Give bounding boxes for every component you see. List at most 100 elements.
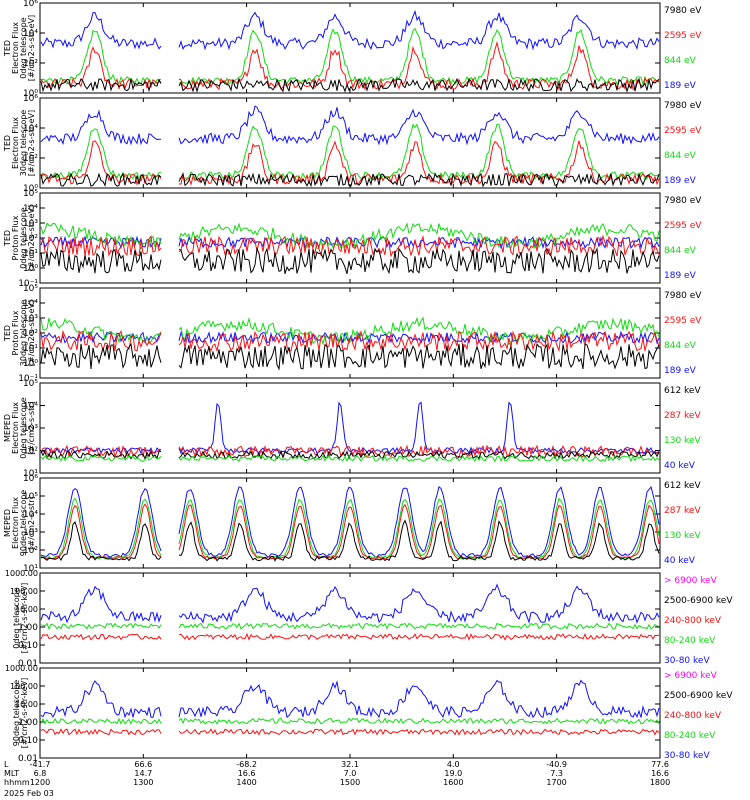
- legend-entry: 80-240 keV: [664, 636, 716, 646]
- y-tick-label: 10³: [23, 219, 38, 229]
- legend-entry: 189 eV: [664, 176, 697, 186]
- series-trace: [40, 401, 660, 455]
- y-tick-label: 1.00: [18, 718, 38, 728]
- legend-entry: 2595 eV: [664, 126, 702, 136]
- legend-entry: 287 keV: [664, 506, 701, 516]
- x-tick-label: 1400: [236, 778, 256, 787]
- legend-entry: 130 keV: [664, 531, 701, 541]
- legend-entry: 189 eV: [664, 81, 697, 91]
- x-tick-label: 7.0: [344, 769, 357, 778]
- y-tick-label: 0.10: [18, 641, 38, 651]
- y-tick-label: 10¹: [23, 564, 38, 574]
- y-tick-label: 10²: [23, 154, 38, 164]
- y-tick-label: 10²: [23, 234, 38, 244]
- y-tick-label: 10⁻¹: [18, 374, 38, 384]
- y-tick-label: 0.01: [18, 754, 38, 764]
- panel-frame: [39, 2, 661, 94]
- y-tick-label: 10³: [23, 528, 38, 538]
- legend-entry: 844 eV: [664, 341, 697, 351]
- panel-1: 10⁰ 10² 10⁴ 10⁶ TED Electron Flux 0deg telesco…: [3, 0, 702, 99]
- x-tick-label: 7.3: [550, 769, 563, 778]
- legend-entry: 844 eV: [664, 246, 697, 256]
- legend-entry: > 6900 keV: [664, 671, 718, 681]
- y-axis-label: Electron Flux: [11, 22, 20, 74]
- y-tick-label: 10⁶: [23, 94, 38, 104]
- panel-8: 0.01 0.10 1.00 10.00 100.00 1000.00 90deg tele…: [5, 664, 733, 764]
- legend-entry: 189 eV: [664, 366, 697, 376]
- series-trace: [40, 27, 660, 86]
- y-axis-label: [#/cm2-s-str]: [27, 401, 36, 454]
- y-axis-label: 0deg telescope: [12, 587, 21, 648]
- legend-entry: 7980 eV: [664, 196, 702, 206]
- series-trace: [40, 140, 660, 186]
- y-tick-label: 1000.00: [5, 569, 38, 578]
- x-tick-label: 66.6: [134, 760, 152, 769]
- y-tick-label: 0.01: [18, 659, 38, 669]
- y-axis-label: TED: [3, 135, 12, 152]
- legend-entry: 2500-6900 keV: [664, 596, 733, 606]
- legend-entry: 7980 eV: [664, 6, 702, 16]
- y-tick-label: 10.00: [15, 700, 38, 709]
- legend-entry: 30-80 keV: [664, 656, 710, 666]
- legend-entry: 80-240 keV: [664, 731, 716, 741]
- series-trace: [40, 622, 660, 631]
- y-axis-label: [#/cm2-s-str-eV]: [27, 110, 36, 176]
- y-tick-label: 10²: [23, 329, 38, 339]
- x-tick-label: 32.1: [341, 760, 359, 769]
- series-trace: [40, 246, 660, 275]
- y-tick-label: 100.00: [10, 682, 38, 691]
- y-tick-label: 0.10: [18, 736, 38, 746]
- y-tick-label: 10⁴: [23, 124, 38, 134]
- series-trace: [40, 728, 660, 736]
- series-trace: [40, 234, 660, 258]
- series-trace: [40, 105, 660, 146]
- series-group: [40, 316, 660, 371]
- legend-entry: 7980 eV: [664, 101, 702, 111]
- series-trace: [40, 632, 660, 641]
- legend-entry: 612 keV: [664, 481, 701, 491]
- y-tick-label: 10²: [23, 447, 38, 457]
- y-tick-label: 10⁻¹: [18, 279, 38, 289]
- y-tick-label: 10³: [23, 424, 38, 434]
- y-tick-label: 10⁴: [23, 402, 38, 412]
- x-tick-label: -41.7: [30, 760, 51, 769]
- x-tick-label: 6.8: [34, 769, 47, 778]
- y-tick-label: 10⁵: [23, 284, 38, 294]
- panel-frame: [39, 477, 661, 569]
- y-axis-label: 0deg telescope: [19, 397, 28, 458]
- y-axis-label: Electron Flux: [11, 402, 20, 454]
- legend-entry: > 6900 keV: [664, 576, 718, 586]
- series-trace: [40, 171, 660, 188]
- x-tick-label: 14.7: [134, 769, 152, 778]
- y-tick-label: 1.00: [18, 623, 38, 633]
- y-tick-label: 10⁴: [23, 204, 38, 214]
- panel-5: 10¹ 10² 10³ 10⁴ 10⁵ MEPED Electron Flux 0deg te…: [3, 379, 701, 479]
- y-axis-label: Electron Flux: [11, 117, 20, 169]
- y-axis-label: TED: [3, 325, 12, 342]
- panel-frame: [39, 572, 661, 664]
- legend-entry: 30-80 keV: [664, 751, 710, 761]
- y-axis-label: [#/cm2-s-str-keV]: [20, 678, 29, 749]
- y-tick-label: 10¹: [23, 469, 38, 479]
- y-tick-label: 10²: [23, 546, 38, 556]
- y-axis-label: 0deg telescope: [19, 207, 28, 268]
- series-group: [40, 222, 660, 275]
- panel-4: 10⁻¹ 10⁰ 10¹ 10² 10³ 10⁴ 10⁵ TED Proton Flux 30de…: [3, 284, 702, 384]
- y-tick-label: 10⁴: [23, 510, 38, 520]
- y-tick-label: 10⁵: [23, 379, 38, 389]
- x-tick-label: 19.0: [444, 769, 462, 778]
- x-tick-label: -40.9: [546, 760, 567, 769]
- x-tick-label: 1200: [30, 778, 50, 787]
- series-group: [40, 105, 660, 188]
- y-tick-label: 1000.00: [5, 664, 38, 673]
- series-trace: [40, 77, 660, 94]
- legend-entry: 40 keV: [664, 461, 696, 471]
- y-axis-label: 90deg telescope: [19, 490, 28, 557]
- x-tick-label: 1800: [650, 778, 670, 787]
- legend-entry: 240-800 keV: [664, 711, 722, 721]
- series-trace: [40, 329, 660, 353]
- legend-entry: 287 keV: [664, 411, 701, 421]
- y-axis-label: [#/cm2-s-str-keV]: [20, 583, 29, 654]
- y-tick-label: 10⁴: [23, 299, 38, 309]
- series-trace: [40, 583, 660, 624]
